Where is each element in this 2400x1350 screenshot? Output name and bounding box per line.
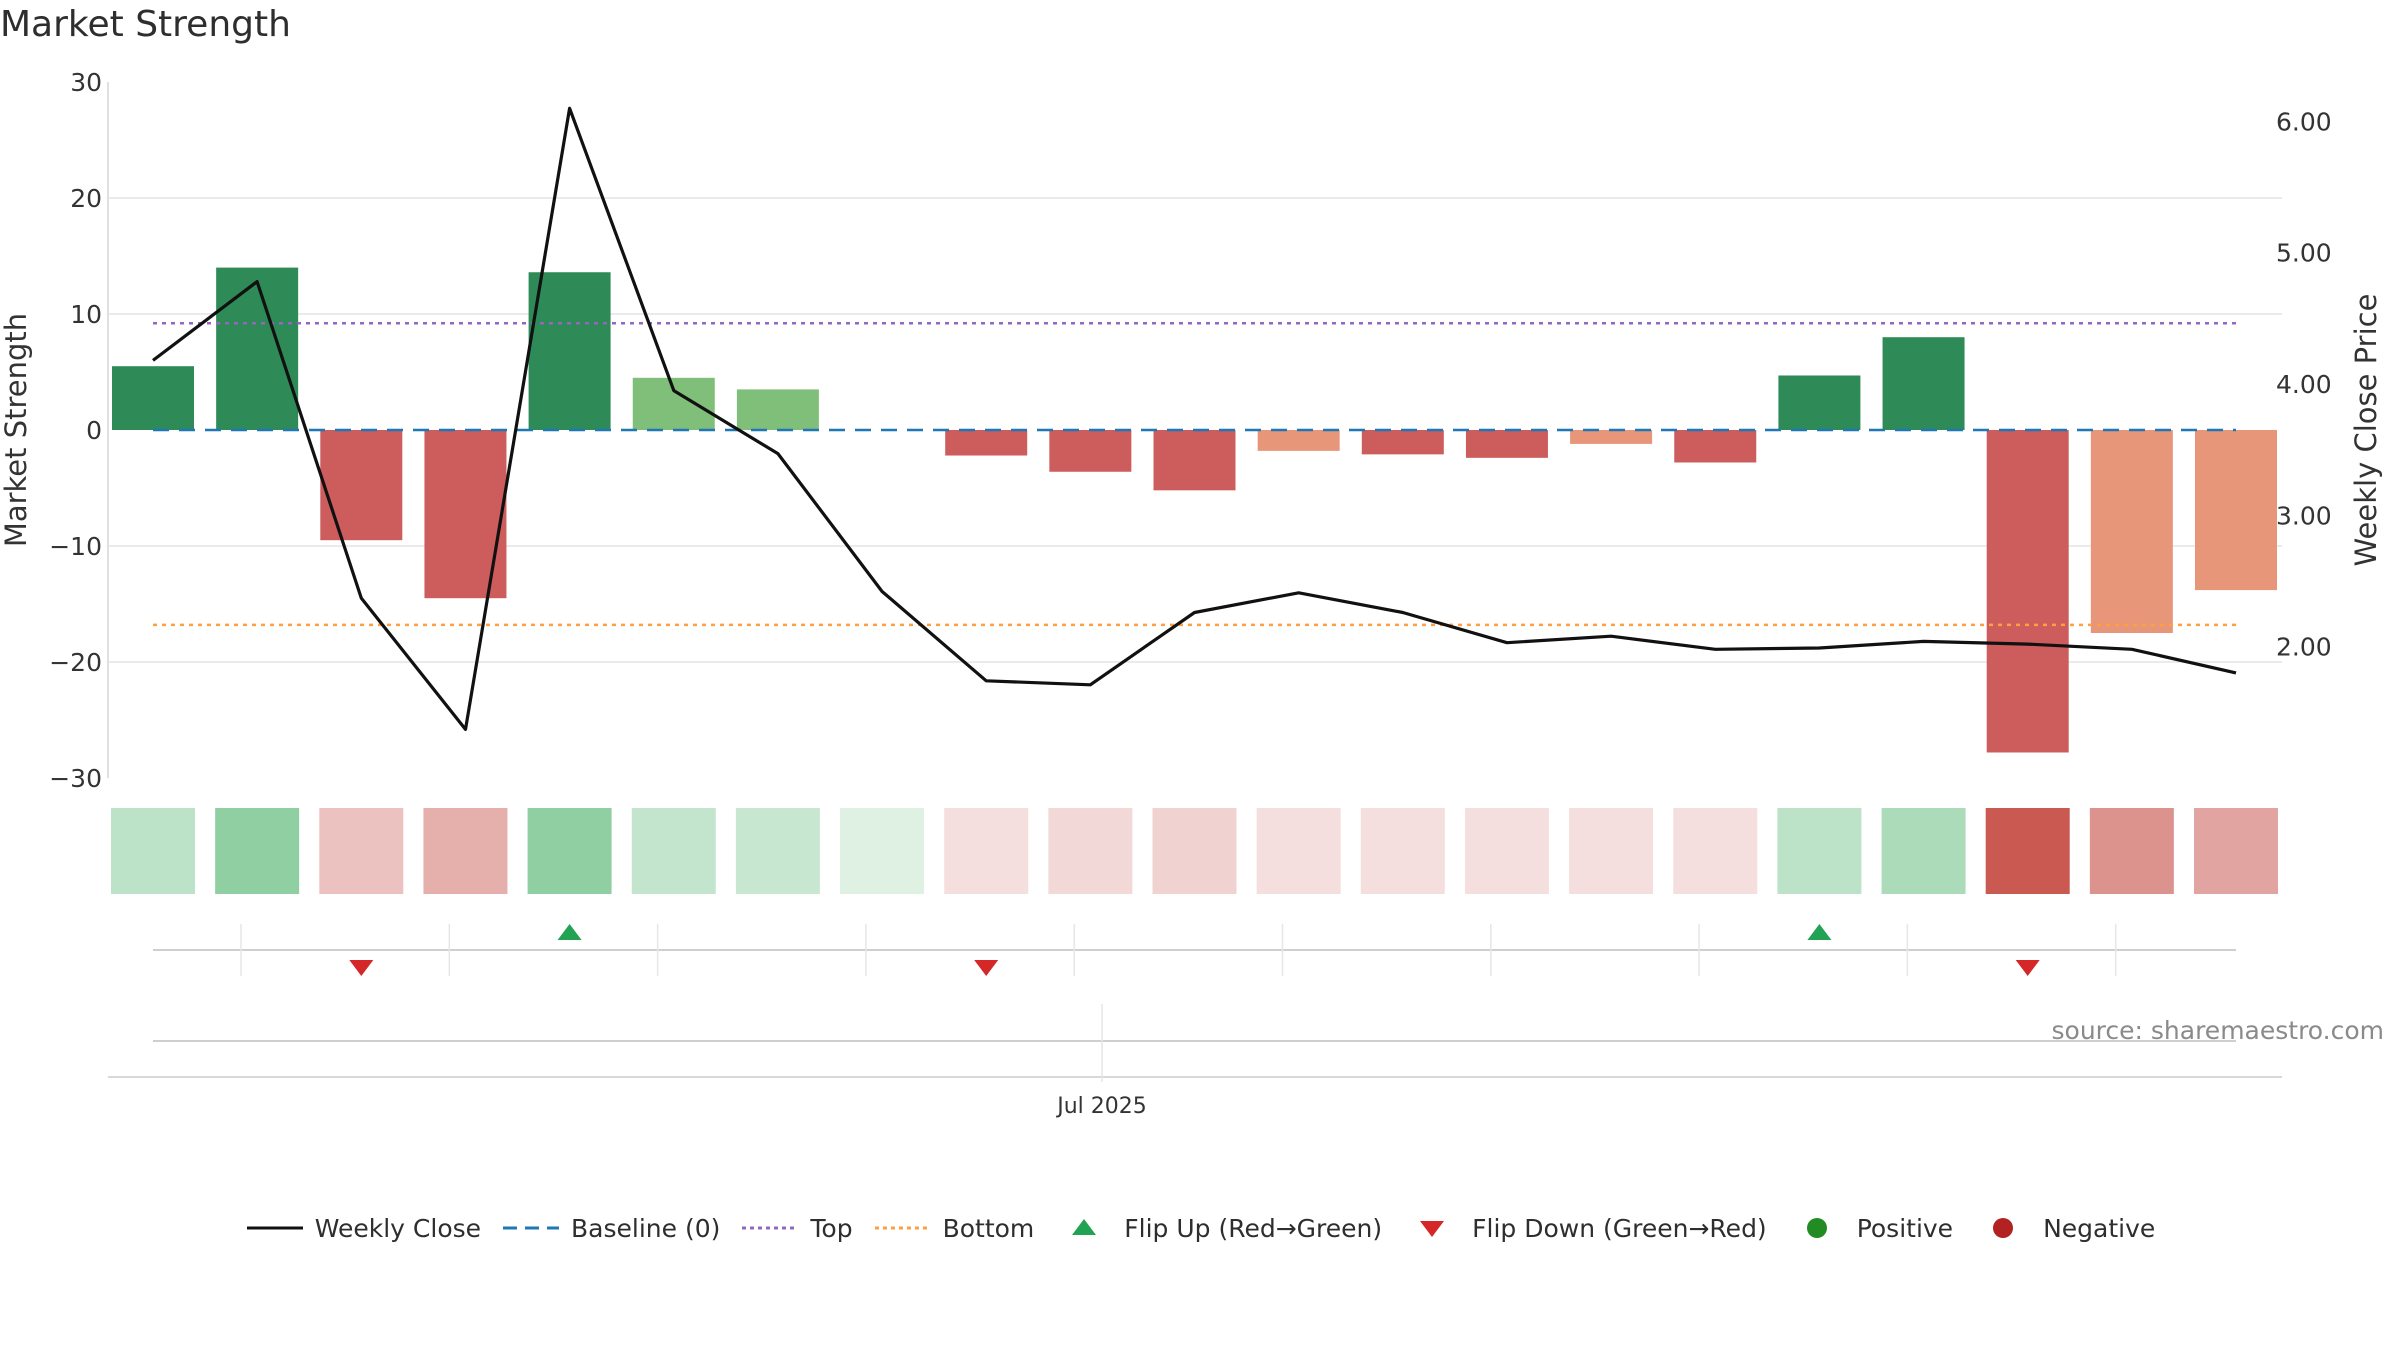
x-tick-label: Jul 2025	[1055, 1094, 1147, 1119]
strength-bar	[1986, 430, 2069, 753]
heat-cell	[319, 808, 404, 894]
legend-label: Bottom	[942, 1213, 1035, 1243]
legend-swatch	[1420, 1221, 1445, 1237]
y-tick-label: −30	[49, 764, 102, 793]
heat-cell	[423, 808, 508, 894]
heat-cell	[1256, 808, 1341, 894]
legend-swatch	[874, 1226, 931, 1230]
strength-bar	[1153, 430, 1236, 491]
strength-bar	[1257, 430, 1340, 451]
strength-bar	[112, 366, 194, 430]
heat-cell	[111, 808, 195, 894]
y-tick-label: 0	[86, 416, 102, 445]
heat-cell	[527, 808, 612, 894]
y-tick-label: −20	[49, 648, 102, 677]
y2-tick-label: 5.00	[2276, 239, 2332, 268]
strength-bar	[2195, 430, 2277, 591]
y2-axis-title: Weekly Close Price	[2349, 294, 2383, 567]
y2-tick-label: 3.00	[2276, 501, 2332, 530]
flip-down-marker	[349, 960, 374, 976]
legend-label: Top	[810, 1213, 853, 1243]
flip-down-marker	[974, 960, 999, 976]
legend-label: Flip Up (Red→Green)	[1124, 1213, 1383, 1243]
heat-cell	[840, 808, 925, 894]
legend-swatch	[1993, 1218, 2014, 1238]
strength-bar	[1674, 430, 1757, 463]
heat-cell	[1881, 808, 1966, 894]
legend-item: Weekly Close	[245, 1213, 481, 1243]
strength-bar	[1882, 337, 1965, 430]
weekly-close-line	[152, 106, 2237, 732]
legend-item: Positive	[1787, 1213, 1953, 1243]
strength-bar	[632, 377, 715, 430]
heat-cell	[1777, 808, 1862, 894]
legend-swatch	[246, 1226, 303, 1230]
heat-cell	[1673, 808, 1758, 894]
legend-label: Weekly Close	[314, 1213, 482, 1243]
y2-tick-label: 2.00	[2276, 633, 2332, 662]
source-credit: source: sharemaestro.com	[2051, 1016, 2385, 1045]
y2-tick-label: 4.00	[2276, 370, 2332, 399]
heat-cell	[1985, 808, 2070, 894]
y-tick-label: 30	[70, 68, 102, 97]
strength-bar	[1465, 430, 1548, 458]
strength-bar	[424, 430, 507, 599]
heat-cell	[1048, 808, 1133, 894]
strength-bar	[528, 272, 611, 430]
y2-tick-label: 6.00	[2276, 107, 2332, 136]
strength-bar	[1570, 430, 1653, 444]
y-tick-label: 20	[70, 184, 102, 213]
legend-item: Flip Down (Green→Red)	[1402, 1213, 1767, 1243]
legend-item: Flip Up (Red→Green)	[1054, 1213, 1382, 1243]
legend-label: Positive	[1856, 1213, 1954, 1243]
heat-cell	[944, 808, 1029, 894]
y-tick-label: 10	[70, 300, 102, 329]
heat-cell	[631, 808, 716, 894]
legend-label: Baseline (0)	[571, 1213, 721, 1243]
y-tick-label: −10	[49, 532, 102, 561]
flip-up-marker	[557, 924, 582, 940]
flip-up-marker	[1807, 924, 1832, 940]
heat-cell	[1569, 808, 1654, 894]
legend-swatch	[1806, 1218, 1827, 1238]
legend-swatch	[742, 1226, 799, 1230]
strength-bar	[945, 430, 1028, 456]
legend-label: Negative	[2043, 1213, 2156, 1243]
strength-bar	[320, 430, 403, 541]
heat-cell	[735, 808, 820, 894]
strength-bar	[1049, 430, 1132, 472]
strength-bar	[216, 267, 299, 430]
legend-swatch	[1072, 1219, 1097, 1235]
heat-cell	[1464, 808, 1549, 894]
chart-legend: Weekly Close Baseline (0) Top Bottom Flip Up…	[0, 1208, 2400, 1248]
strength-bar	[736, 389, 819, 430]
legend-swatch	[503, 1226, 560, 1230]
heat-cell	[2089, 808, 2174, 894]
chart-title: Market Strength	[0, 4, 291, 45]
strength-bar	[1361, 430, 1444, 455]
strength-bar	[2090, 430, 2173, 633]
legend-label: Flip Down (Green→Red)	[1472, 1213, 1767, 1243]
y-axis-title: Market Strength	[0, 313, 33, 547]
heat-cell	[1152, 808, 1237, 894]
flip-down-marker	[2015, 960, 2040, 976]
strength-bar	[1778, 375, 1861, 430]
legend-item: Top	[740, 1213, 853, 1243]
legend-item: Baseline (0)	[501, 1213, 720, 1243]
legend-item: Negative	[1973, 1213, 2155, 1243]
heat-cell	[215, 808, 300, 894]
legend-item: Bottom	[873, 1213, 1035, 1243]
heat-cell	[1360, 808, 1445, 894]
heat-cell	[2194, 808, 2278, 894]
